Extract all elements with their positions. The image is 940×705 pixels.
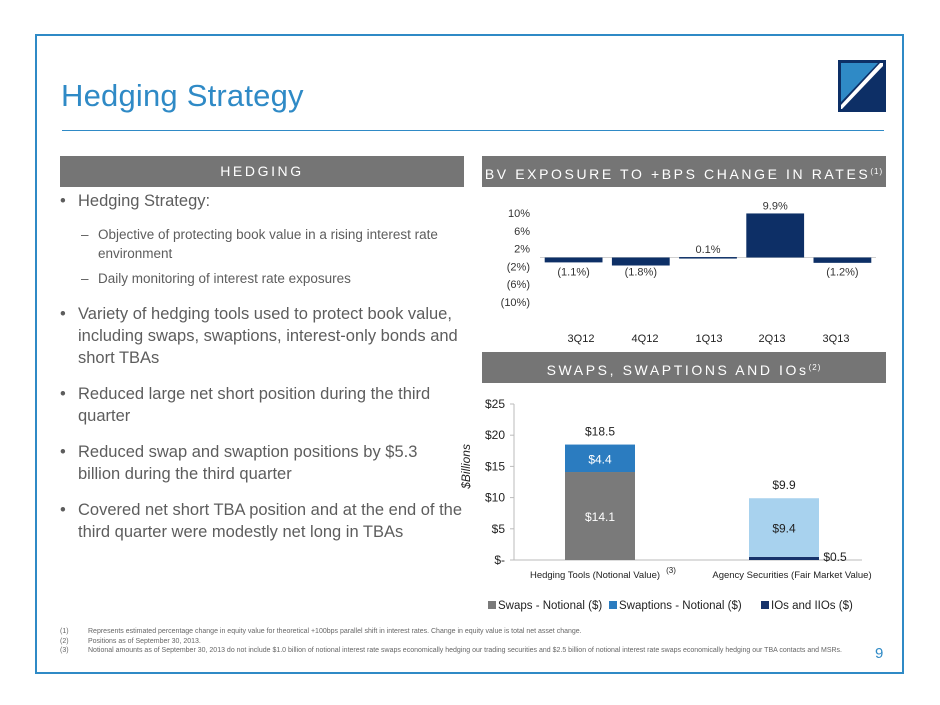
hedging-section-header: HEDGING xyxy=(60,156,464,187)
bar-2Q13 xyxy=(746,213,805,258)
slide-frame xyxy=(35,34,904,674)
page-number: 9 xyxy=(875,645,884,662)
hedging-bullets: Hedging Strategy: Objective of protectin… xyxy=(60,190,464,543)
data-label: (1.1%) xyxy=(557,267,589,279)
data-label: (1.8%) xyxy=(625,267,657,279)
y-tick-label: $- xyxy=(494,553,505,567)
swaps-heading-text: SWAPS, SWAPTIONS AND IOs xyxy=(546,362,809,378)
bullet-reduced-short: Reduced large net short position during … xyxy=(60,383,464,427)
footnote-text: Positions as of September 30, 2013. xyxy=(88,637,201,645)
bar-segment-agency xyxy=(749,498,819,557)
bv-exposure-chart: 10% 6% 2% (2%) (6%) (10%) (1.1%) 3Q12 (1.8%) 4Q12… xyxy=(501,200,876,345)
title-divider xyxy=(62,130,884,131)
y-tick-label: 10% xyxy=(508,208,530,220)
y-tick-label: $20 xyxy=(485,428,505,442)
x-tick-label: 3Q12 xyxy=(568,333,595,345)
y-axis-title: $Billions xyxy=(459,444,473,490)
page-title: Hedging Strategy xyxy=(61,78,304,113)
bar-1Q13 xyxy=(679,257,737,259)
x-tick-label: Hedging Tools (Notional Value) xyxy=(530,570,660,581)
total-label: $18.5 xyxy=(585,425,615,439)
legend-swatch xyxy=(761,601,769,609)
y-tick-label: (10%) xyxy=(501,297,530,309)
y-tick-label: $10 xyxy=(485,491,505,505)
data-label: (1.2%) xyxy=(826,267,858,279)
bar-segment-swaps xyxy=(565,472,635,560)
data-label: $0.5 xyxy=(823,550,847,564)
y-tick-label: $25 xyxy=(485,397,505,411)
data-label: $4.4 xyxy=(588,452,612,466)
legend-label: Swaptions - Notional ($) xyxy=(619,600,742,612)
bullet-variety-tools: Variety of hedging tools used to protect… xyxy=(60,303,464,369)
x-tick-label: 1Q13 xyxy=(696,333,723,345)
bv-exposure-footnote-ref: (1) xyxy=(870,167,884,176)
bullet-reduced-swap: Reduced swap and swaption positions by $… xyxy=(60,441,464,485)
footnote-number: (3) xyxy=(60,647,69,654)
data-label: $14.1 xyxy=(585,510,615,524)
y-tick-label: 6% xyxy=(514,226,530,238)
data-label: 9.9% xyxy=(763,200,788,212)
bar-4Q12 xyxy=(611,257,670,266)
footnote-2: (2) Positions as of September 30, 2013. xyxy=(60,637,850,647)
footnote-text: Notional amounts as of September 30, 201… xyxy=(88,647,842,654)
bv-exposure-heading-text: BV EXPOSURE TO +BPS CHANGE IN RATES xyxy=(484,166,871,182)
swaps-chart: $- $5 $10 $15 $20 $25 $Billions $14.1 $4.4 $18.5 H… xyxy=(459,397,872,612)
data-label: $9.4 xyxy=(772,522,796,536)
legend-label: Swaps - Notional ($) xyxy=(498,600,602,612)
footnote-text: Represents estimated percentage change i… xyxy=(88,628,582,635)
x-tick-note: (3) xyxy=(666,566,676,575)
legend-swatch xyxy=(609,601,617,609)
bv-exposure-section-header: BV EXPOSURE TO +BPS CHANGE IN RATES(1) xyxy=(482,156,886,187)
sub-bullet-objective: Objective of protecting book value in a … xyxy=(60,225,464,263)
footnote-1: (1) Represents estimated percentage chang… xyxy=(60,627,850,637)
total-label: $9.9 xyxy=(772,478,796,492)
bar-segment-ios xyxy=(749,556,819,560)
y-tick-label: (2%) xyxy=(507,261,530,273)
footnote-3: (3) Notional amounts as of September 30, … xyxy=(60,646,850,656)
y-tick-label: $15 xyxy=(485,459,505,473)
x-tick-label: Agency Securities (Fair Market Value) xyxy=(712,570,871,581)
legend-swatch xyxy=(488,601,496,609)
legend-label: IOs and IIOs ($) xyxy=(771,600,853,612)
footnotes: (1) Represents estimated percentage chang… xyxy=(60,627,850,656)
footnote-number: (2) xyxy=(60,637,69,645)
bullet-hedging-strategy: Hedging Strategy: xyxy=(60,190,464,212)
sub-bullet-monitoring: Daily monitoring of interest rate exposu… xyxy=(60,269,464,288)
bar-3Q13 xyxy=(813,257,872,263)
company-logo-icon xyxy=(838,60,886,112)
data-label: 0.1% xyxy=(695,244,720,256)
swaps-section-header: SWAPS, SWAPTIONS AND IOs(2) xyxy=(482,352,886,383)
y-tick-label: (6%) xyxy=(507,279,530,291)
bar-segment-swaptions xyxy=(565,444,635,473)
x-tick-label: 3Q13 xyxy=(823,333,850,345)
swaps-footnote-ref: (2) xyxy=(808,363,822,372)
x-tick-label: 2Q13 xyxy=(759,333,786,345)
y-tick-label: $5 xyxy=(492,522,506,536)
x-tick-label: 4Q12 xyxy=(632,333,659,345)
bar-3Q12 xyxy=(544,257,603,263)
footnote-number: (1) xyxy=(60,628,69,635)
y-tick-label: 2% xyxy=(514,244,530,256)
bullet-covered-tba: Covered net short TBA position and at th… xyxy=(60,499,464,543)
